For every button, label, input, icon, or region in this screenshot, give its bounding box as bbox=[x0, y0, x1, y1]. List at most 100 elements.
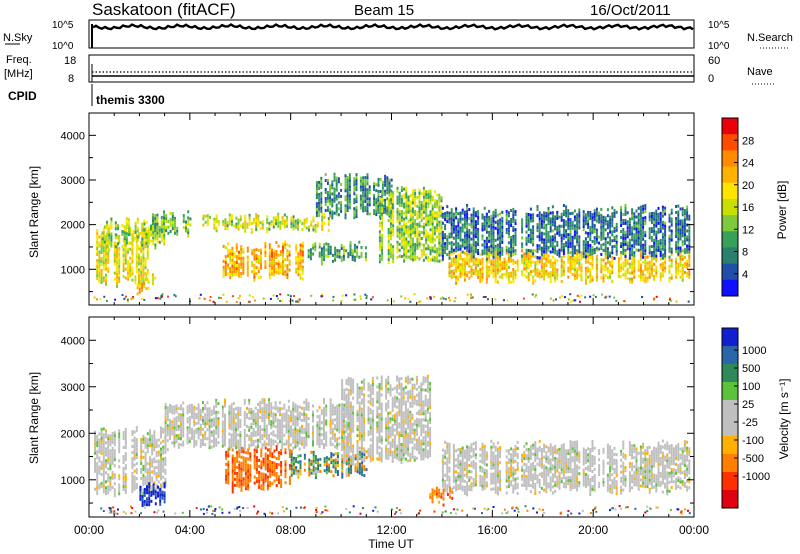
power-cell bbox=[527, 272, 530, 276]
power-cell bbox=[144, 266, 147, 270]
power-cell bbox=[420, 237, 423, 240]
power-cell bbox=[591, 225, 594, 229]
power-cell bbox=[378, 257, 381, 261]
power-cell bbox=[438, 202, 441, 206]
power-cell bbox=[140, 261, 143, 265]
power-cell bbox=[450, 272, 453, 276]
velocity-cell bbox=[160, 459, 162, 463]
power-cell bbox=[141, 243, 144, 247]
velocity-cell bbox=[273, 467, 276, 471]
power-cell bbox=[431, 222, 434, 226]
power-cell bbox=[556, 213, 559, 217]
velocity-cell bbox=[253, 448, 256, 452]
power-cell bbox=[664, 266, 667, 270]
power-cell bbox=[231, 258, 234, 262]
power-cell bbox=[362, 179, 365, 183]
velocity-cell bbox=[266, 454, 269, 458]
power-cell bbox=[273, 252, 276, 256]
power-cell bbox=[558, 254, 561, 258]
power-cell bbox=[295, 267, 298, 271]
power-cell bbox=[354, 298, 357, 301]
power-cell bbox=[438, 196, 441, 200]
power-cell bbox=[565, 211, 568, 215]
power-cell bbox=[138, 262, 140, 266]
power-cell bbox=[268, 261, 271, 265]
power-cell bbox=[688, 250, 691, 254]
velocity-cell bbox=[260, 478, 263, 482]
power-cell bbox=[474, 244, 477, 248]
power-cell bbox=[485, 271, 488, 275]
power-cell bbox=[494, 277, 497, 280]
power-cell bbox=[125, 235, 128, 239]
power-cell bbox=[227, 263, 229, 267]
power-cell bbox=[101, 240, 104, 244]
velocity-cell bbox=[133, 430, 136, 434]
power-cell bbox=[102, 243, 105, 247]
noise-right-tick-bottom: 10^0 bbox=[708, 41, 730, 52]
power-cell bbox=[400, 219, 403, 222]
power-cell bbox=[242, 225, 244, 229]
power-cell bbox=[301, 271, 304, 275]
power-cell bbox=[174, 216, 176, 220]
velocity-cell bbox=[271, 452, 274, 456]
power-cell bbox=[466, 293, 469, 296]
power-cell bbox=[240, 251, 243, 254]
power-cell bbox=[301, 277, 304, 281]
power-cell bbox=[644, 267, 647, 271]
velocity-cell bbox=[258, 479, 261, 483]
power-cell bbox=[459, 211, 462, 215]
power-heatmap bbox=[93, 172, 691, 303]
power-cell bbox=[472, 240, 475, 244]
power-cell bbox=[477, 263, 480, 267]
power-cell bbox=[492, 219, 495, 223]
velocity-cell bbox=[266, 475, 269, 479]
power-cell bbox=[381, 239, 384, 243]
power-cell bbox=[409, 248, 412, 252]
velocity-cell bbox=[124, 443, 127, 446]
power-cell bbox=[312, 246, 315, 250]
power-cell bbox=[527, 257, 530, 261]
velocity-cell bbox=[152, 483, 155, 487]
power-cell bbox=[174, 222, 176, 226]
power-cell bbox=[455, 269, 458, 273]
velocity-cell bbox=[94, 439, 96, 443]
power-cell bbox=[331, 180, 334, 184]
power-cell bbox=[578, 295, 581, 298]
power-cell bbox=[318, 204, 321, 208]
power-cell bbox=[452, 272, 455, 276]
power-cell bbox=[593, 212, 596, 216]
velocity-cell bbox=[238, 475, 241, 479]
power-cell bbox=[152, 239, 155, 243]
velocity-cell bbox=[155, 454, 158, 458]
velocity-cell bbox=[98, 432, 101, 436]
power-cell bbox=[562, 237, 565, 240]
velocity-cell bbox=[177, 445, 180, 449]
power-cell bbox=[499, 260, 502, 264]
power-cell bbox=[228, 213, 231, 217]
power-cell bbox=[679, 237, 682, 241]
power-cell bbox=[492, 234, 495, 238]
power-cell bbox=[299, 255, 302, 259]
power-cell bbox=[229, 261, 232, 265]
power-cell bbox=[536, 247, 539, 251]
power-cell bbox=[582, 249, 585, 253]
power-cell bbox=[334, 252, 337, 256]
power-cell bbox=[98, 271, 101, 275]
power-cell bbox=[567, 212, 570, 216]
power-cell bbox=[438, 214, 441, 218]
velocity-cell bbox=[188, 404, 191, 408]
power-cell bbox=[529, 261, 532, 265]
power-cell bbox=[375, 213, 378, 217]
velocity-cell bbox=[131, 460, 134, 463]
velocity-cell bbox=[221, 414, 224, 418]
velocity-cell bbox=[288, 476, 291, 479]
power-cell bbox=[98, 250, 101, 254]
power-cell bbox=[206, 223, 209, 227]
velocity-cell bbox=[142, 482, 145, 486]
power-cell bbox=[292, 221, 295, 225]
velocity-cell bbox=[210, 439, 213, 443]
power-cell bbox=[604, 256, 607, 260]
power-cell bbox=[422, 249, 425, 253]
power-cell bbox=[461, 211, 464, 215]
power-cell bbox=[499, 248, 502, 252]
